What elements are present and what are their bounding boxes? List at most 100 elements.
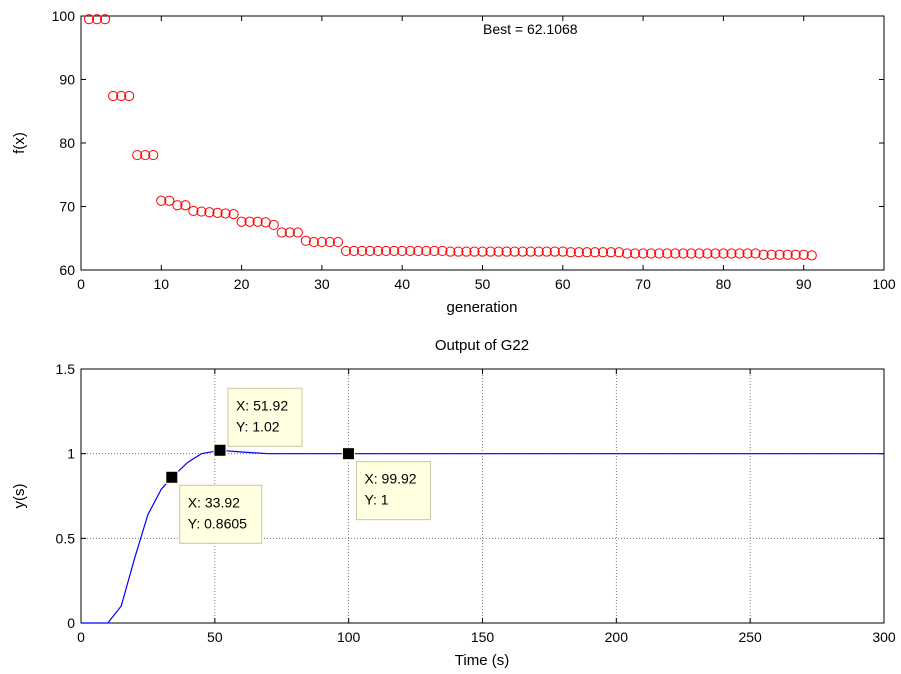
datatip-marker [341,447,355,461]
fitness-point [268,219,279,231]
fitness-point [236,216,247,227]
fitness-point [220,208,231,219]
output-chart-title: Output of G22 [435,337,529,354]
fitness-y-axis-label: f(x) [11,132,28,154]
datatip-y-text: Y: 1.02 [236,418,280,434]
output-y-tick-label: 0.5 [56,530,76,546]
fitness-point [806,250,817,261]
fitness-point [148,149,159,161]
fitness-point [437,245,448,257]
datatip-x-text: X: 33.92 [188,494,240,510]
output-y-tick-label: 1.5 [56,361,76,377]
fitness-point [654,248,665,259]
fitness-point [662,248,673,259]
fitness-point [686,248,697,259]
fitness-point [172,200,183,211]
fitness-x-tick-label: 70 [635,276,651,292]
fitness-point [629,248,641,259]
fitness-point [324,236,336,248]
fitness-plot-area [80,15,885,271]
fitness-point [798,249,809,260]
fitness-point [445,246,456,257]
fitness-point [212,207,223,218]
fitness-point [156,195,167,206]
fitness-point [774,249,785,260]
output-x-tick-label: 250 [738,629,762,645]
fitness-point [533,246,544,257]
fitness-point [621,248,633,259]
fitness-point [332,236,344,248]
fitness-point [83,14,95,25]
fitness-point [397,245,408,257]
datatip-box [227,387,303,447]
fitness-point [389,245,400,257]
fitness-x-tick-label: 30 [314,276,330,292]
datatip-x-text: X: 99.92 [364,471,416,487]
fitness-point [140,149,151,161]
fitness-x-tick-label: 100 [872,276,896,292]
fitness-point [308,236,319,248]
fitness-x-tick-label: 0 [77,276,85,292]
fitness-point [605,247,617,258]
fitness-point [204,207,215,218]
datatip-box [355,461,431,521]
fitness-point [373,245,384,257]
output-y-tick-label: 1 [67,446,75,462]
output-x-tick-label: 50 [207,629,223,645]
fitness-y-tick-label: 100 [52,8,76,24]
datatip-y-text: Y: 1 [364,492,388,508]
best-annotation: Best = 62.1068 [483,21,578,37]
fitness-point [790,249,801,260]
fitness-x-tick-label: 90 [796,276,812,292]
fitness-point [300,235,311,246]
fitness-point [348,245,360,257]
fitness-x-tick-label: 80 [716,276,732,292]
output-x-tick-label: 100 [337,629,361,645]
fitness-point [766,249,777,260]
datatip-marker [165,470,179,484]
fitness-point [597,247,609,258]
fitness-point [132,149,143,161]
fitness-point [340,245,352,257]
fitness-point [292,227,303,238]
fitness-y-tick-label: 90 [59,72,75,88]
fitness-x-axis-label: generation [447,299,518,316]
datatip-box [179,484,263,544]
fitness-x-tick-label: 60 [555,276,571,292]
fitness-point [469,246,480,257]
fitness-point [228,209,239,220]
fitness-x-tick-label: 10 [154,276,170,292]
fitness-point [180,200,191,211]
fitness-point [91,14,103,25]
datatip-marker [213,443,227,457]
output-x-axis-label: Time (s) [455,652,509,669]
fitness-point [429,245,440,257]
fitness-point [702,248,713,259]
fitness-y-tick-label: 70 [59,199,75,215]
output-y-axis-label: y(s) [11,484,28,509]
fitness-point [573,247,584,258]
fitness-point [108,90,119,102]
fitness-ticks: 0 10 20 30 40 50 60 70 80 90 100 60 70 80 90 100 [52,8,896,292]
fitness-point [742,248,753,259]
fitness-point [164,195,175,206]
output-x-tick-label: 300 [872,629,896,645]
fitness-point [718,248,729,259]
fitness-point [252,216,263,227]
fitness-point [493,246,504,257]
fitness-y-tick-label: 80 [59,135,75,151]
fitness-point [461,246,472,257]
fitness-point [678,248,689,259]
fitness-point [726,248,737,259]
fitness-point [453,246,464,257]
fitness-point [549,246,560,257]
fitness-point [99,14,111,25]
fitness-point [421,245,432,257]
fitness-point [477,246,488,257]
fitness-point [525,246,536,257]
datatip-x-text: X: 51.92 [236,397,288,413]
fitness-point [638,248,649,259]
fitness-point [589,247,601,258]
fitness-point [509,246,520,257]
fitness-point [501,246,512,257]
